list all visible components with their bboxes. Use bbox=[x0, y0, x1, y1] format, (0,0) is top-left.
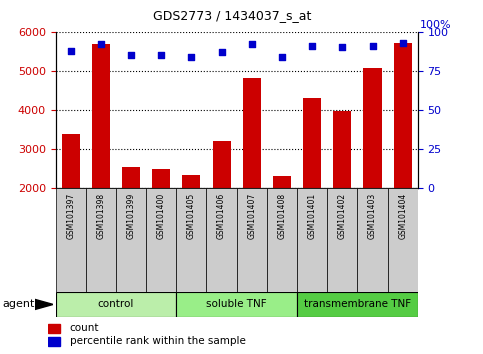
Polygon shape bbox=[35, 299, 53, 309]
Text: count: count bbox=[70, 324, 99, 333]
Point bbox=[248, 41, 256, 47]
Text: GSM101407: GSM101407 bbox=[247, 193, 256, 239]
Bar bbox=[183, 175, 200, 266]
Bar bbox=[86, 188, 116, 292]
Point bbox=[339, 45, 346, 50]
Bar bbox=[297, 292, 418, 317]
Point bbox=[399, 40, 407, 46]
Point bbox=[278, 54, 286, 59]
Bar bbox=[327, 188, 357, 292]
Bar bbox=[116, 188, 146, 292]
Text: GSM101397: GSM101397 bbox=[66, 193, 75, 239]
Bar bbox=[357, 188, 388, 292]
Point bbox=[369, 43, 376, 49]
Point bbox=[218, 49, 226, 55]
Text: control: control bbox=[98, 299, 134, 309]
Text: GSM101402: GSM101402 bbox=[338, 193, 347, 239]
Bar bbox=[176, 292, 297, 317]
Bar bbox=[62, 134, 80, 266]
Text: GSM101400: GSM101400 bbox=[156, 193, 166, 239]
Point bbox=[67, 48, 74, 53]
Text: GSM101404: GSM101404 bbox=[398, 193, 407, 239]
Bar bbox=[388, 188, 418, 292]
Point bbox=[127, 52, 135, 58]
Bar bbox=[394, 43, 412, 266]
Text: GSM101403: GSM101403 bbox=[368, 193, 377, 239]
Bar bbox=[267, 188, 297, 292]
Text: 100%: 100% bbox=[420, 20, 452, 30]
Bar bbox=[92, 44, 110, 266]
Point bbox=[157, 52, 165, 58]
Bar bbox=[48, 337, 60, 346]
Point bbox=[308, 43, 316, 49]
Text: GSM101398: GSM101398 bbox=[96, 193, 105, 239]
Text: percentile rank within the sample: percentile rank within the sample bbox=[70, 336, 245, 346]
Bar bbox=[48, 324, 60, 333]
Text: GSM101399: GSM101399 bbox=[127, 193, 136, 239]
Bar bbox=[56, 292, 176, 317]
Bar bbox=[242, 78, 261, 266]
Bar bbox=[122, 167, 140, 266]
Bar bbox=[213, 141, 231, 266]
Text: GDS2773 / 1434037_s_at: GDS2773 / 1434037_s_at bbox=[153, 9, 311, 22]
Text: transmembrane TNF: transmembrane TNF bbox=[304, 299, 411, 309]
Bar bbox=[333, 111, 352, 266]
Point bbox=[187, 54, 195, 59]
Bar bbox=[364, 68, 382, 266]
Text: agent: agent bbox=[2, 299, 35, 309]
Bar bbox=[146, 188, 176, 292]
Point bbox=[97, 41, 105, 47]
Bar bbox=[207, 188, 237, 292]
Text: GSM101406: GSM101406 bbox=[217, 193, 226, 239]
Bar bbox=[303, 98, 321, 266]
Text: GSM101408: GSM101408 bbox=[277, 193, 286, 239]
Bar bbox=[176, 188, 207, 292]
Bar bbox=[237, 188, 267, 292]
Bar bbox=[297, 188, 327, 292]
Text: GSM101405: GSM101405 bbox=[187, 193, 196, 239]
Text: soluble TNF: soluble TNF bbox=[206, 299, 267, 309]
Bar bbox=[152, 169, 170, 266]
Bar bbox=[273, 176, 291, 266]
Bar bbox=[56, 188, 86, 292]
Text: GSM101401: GSM101401 bbox=[308, 193, 317, 239]
